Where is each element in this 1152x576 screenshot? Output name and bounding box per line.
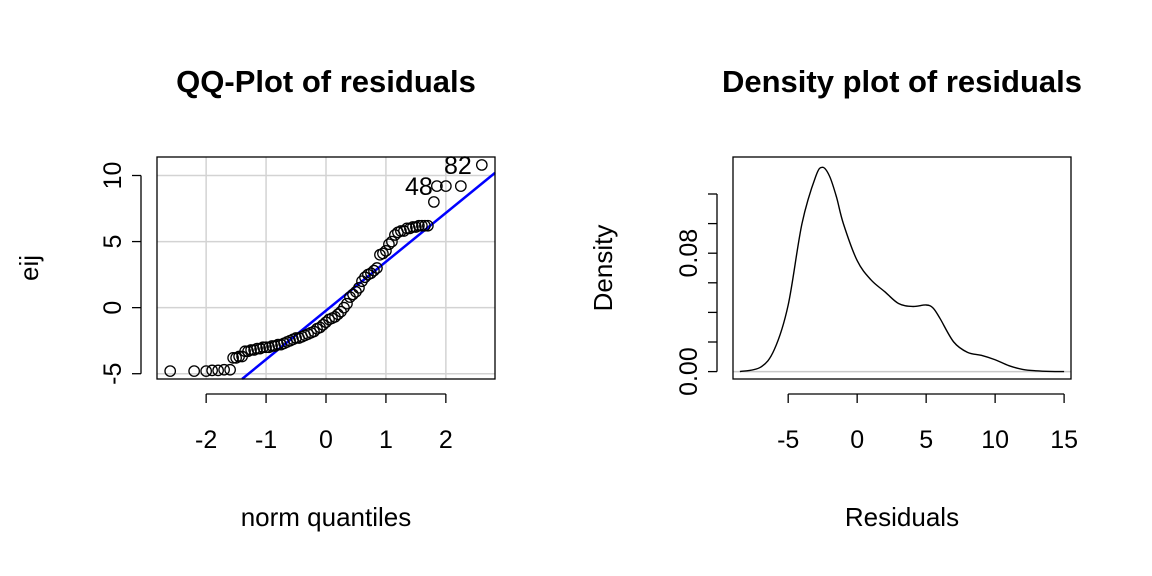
qq-point xyxy=(356,275,368,288)
density-curve-path xyxy=(739,166,1065,373)
density-title: Density plot of residuals xyxy=(722,64,1082,99)
qq-point xyxy=(377,247,389,260)
qq-point xyxy=(422,219,434,232)
qq-point xyxy=(347,288,359,301)
qq-x-label: norm quantiles xyxy=(241,502,412,532)
qq-point xyxy=(218,363,230,376)
qq-point xyxy=(245,344,257,356)
density-curve xyxy=(739,166,1065,373)
qq-point xyxy=(475,159,488,171)
qq-x-tick-label: 1 xyxy=(379,426,393,454)
density-x-tick-label: 0 xyxy=(850,426,864,454)
qq-point xyxy=(332,308,344,321)
qq-point xyxy=(164,365,177,377)
qq-point xyxy=(380,244,392,257)
density-y-tick-label: 0.08 xyxy=(675,229,703,278)
qq-grid xyxy=(157,157,495,379)
qq-point xyxy=(257,341,269,354)
qq-point xyxy=(212,364,224,377)
qq-point xyxy=(335,305,347,318)
qq-point xyxy=(440,180,452,192)
qq-x-tick-label: -1 xyxy=(255,426,277,454)
qq-point xyxy=(416,219,428,232)
qq-annotations: 82 48 xyxy=(405,152,472,201)
qq-point xyxy=(431,180,443,192)
density-y-axis: 0.00 0.08 xyxy=(675,193,718,396)
qq-y-tick-label: 5 xyxy=(99,235,127,249)
qq-point xyxy=(320,316,332,329)
density-x-tick-label: -5 xyxy=(777,426,799,454)
qq-reference-line-segment xyxy=(241,171,496,380)
qq-point xyxy=(353,281,365,294)
qq-point xyxy=(359,271,371,284)
qq-y-tick-label: 0 xyxy=(99,301,127,315)
density-x-tick-label: 15 xyxy=(1050,426,1078,454)
qq-point xyxy=(419,219,431,232)
qq-point xyxy=(341,297,353,310)
density-plot-box xyxy=(732,156,1072,380)
qq-point xyxy=(413,219,425,232)
qq-point xyxy=(371,262,383,274)
qq-point xyxy=(407,221,419,233)
qq-x-tick-label: -2 xyxy=(195,426,217,454)
qq-point xyxy=(338,301,350,314)
qq-point xyxy=(224,363,236,376)
qq-y-label: eij xyxy=(14,255,44,281)
qq-title: QQ-Plot of residuals xyxy=(176,64,476,99)
qq-point xyxy=(227,352,239,364)
density-y-tick-label: 0.00 xyxy=(675,347,703,396)
qq-point xyxy=(368,264,380,277)
qq-x-tick-label: 0 xyxy=(319,426,333,454)
density-x-tick-label: 5 xyxy=(919,426,933,454)
qq-x-tick-label: 2 xyxy=(439,426,453,454)
qq-point xyxy=(350,285,362,298)
qq-y-tick-label: -5 xyxy=(99,363,127,385)
qq-point xyxy=(188,365,201,377)
density-x-axis: -5 0 5 10 15 xyxy=(777,393,1078,454)
qq-point xyxy=(308,325,320,338)
qq-point xyxy=(428,196,440,208)
qq-y-tick-label: 10 xyxy=(99,162,127,190)
qq-point xyxy=(386,235,398,248)
density-y-label: Density xyxy=(588,225,618,312)
density-panel: Density plot of residuals -5 0 5 10 15 0.000… xyxy=(588,64,1082,532)
qq-y-axis: -5 0 5 10 xyxy=(99,162,142,385)
qq-point xyxy=(260,341,272,354)
qq-point xyxy=(200,365,212,377)
density-x-tick-label: 10 xyxy=(981,426,1009,454)
qq-x-axis: -2 -1 0 1 2 xyxy=(195,393,453,454)
density-x-label: Residuals xyxy=(845,502,959,532)
qq-point xyxy=(266,340,278,352)
qq-point xyxy=(206,364,218,377)
qq-point xyxy=(251,342,263,355)
qq-panel: QQ-Plot of residuals 82 48 -2 -1 0 1 2 -5 0 5 10… xyxy=(14,64,496,532)
qq-plot-box xyxy=(156,156,496,380)
qq-point xyxy=(401,222,413,235)
qq-annotation-82: 82 xyxy=(444,152,472,180)
qq-points xyxy=(164,159,488,377)
qq-reference-line xyxy=(241,171,496,380)
qq-annotation-48: 48 xyxy=(405,173,433,201)
qq-point xyxy=(454,180,467,192)
qq-point xyxy=(239,345,251,358)
qq-point xyxy=(383,238,395,251)
